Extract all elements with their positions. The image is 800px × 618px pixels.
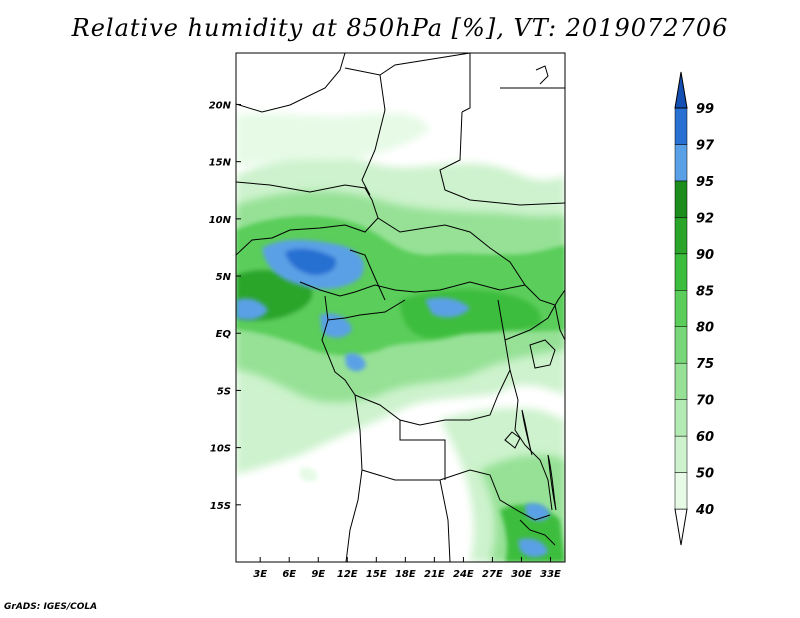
- lon-label: 21E: [424, 569, 445, 580]
- colorbar-segment: [674, 253, 688, 291]
- colorbar-label: 75: [696, 357, 714, 372]
- lon-label: 15E: [366, 569, 387, 580]
- colorbar-lower-triangle: [674, 508, 688, 546]
- colorbar-label: 92: [696, 211, 714, 226]
- map-title: Relative humidity at 850hPa [%], VT: 201…: [71, 14, 729, 42]
- humidity-field: [236, 53, 565, 562]
- lat-label: 15S: [210, 501, 231, 512]
- colorbar-label: 80: [696, 321, 714, 336]
- country-borders: [236, 53, 565, 562]
- colorbar-label: 95: [696, 175, 714, 190]
- lat-label: 5S: [217, 386, 231, 397]
- longitude-axis: 3E 6E 9E 12E 15E 18E 21E 24E 27E 30E 33E: [253, 557, 561, 580]
- lat-label: 15N: [209, 158, 232, 169]
- latitude-axis: 20N 15N 10N 5N EQ 5S 10S 15S: [209, 100, 241, 512]
- colorbar-segment: [674, 472, 688, 510]
- lon-label: 24E: [453, 569, 474, 580]
- colorbar-segment: [674, 144, 688, 182]
- lon-label: 33E: [540, 569, 561, 580]
- colorbar-segment: [674, 362, 688, 400]
- colorbar-upper-triangle: [674, 71, 688, 109]
- lon-label: 9E: [311, 569, 325, 580]
- colorbar: 40 50 60 70 75 80 85 90 92 95 97 99: [674, 71, 715, 546]
- colorbar-label: 85: [696, 284, 714, 299]
- lat-label: 10S: [210, 444, 231, 455]
- colorbar-label: 60: [696, 430, 714, 445]
- lat-label: 20N: [209, 100, 232, 111]
- lat-label: 5N: [216, 272, 232, 283]
- map-frame: [235, 52, 566, 563]
- colorbar-label: 50: [696, 467, 714, 482]
- colorbar-label: 99: [696, 102, 714, 117]
- colorbar-label: 97: [696, 138, 715, 153]
- colorbar-segment: [674, 326, 688, 364]
- colorbar-label: 90: [696, 248, 714, 263]
- colorbar-segment: [674, 180, 688, 218]
- colorbar-label: 40: [695, 503, 714, 518]
- colorbar-segment: [674, 399, 688, 437]
- lon-label: 6E: [282, 569, 296, 580]
- colorbar-segment: [674, 107, 688, 145]
- lon-label: 18E: [395, 569, 416, 580]
- lon-label: 12E: [337, 569, 358, 580]
- lat-label: EQ: [216, 329, 232, 340]
- colorbar-segment: [674, 290, 688, 327]
- colorbar-label: 70: [696, 394, 714, 409]
- colorbar-segment: [674, 435, 688, 473]
- colorbar-segment: [674, 217, 688, 255]
- lon-label: 3E: [253, 569, 267, 580]
- grads-credit: GrADS: IGES/COLA: [4, 602, 98, 612]
- lon-label: 30E: [511, 569, 532, 580]
- lon-label: 27E: [482, 569, 503, 580]
- lat-label: 10N: [209, 215, 232, 226]
